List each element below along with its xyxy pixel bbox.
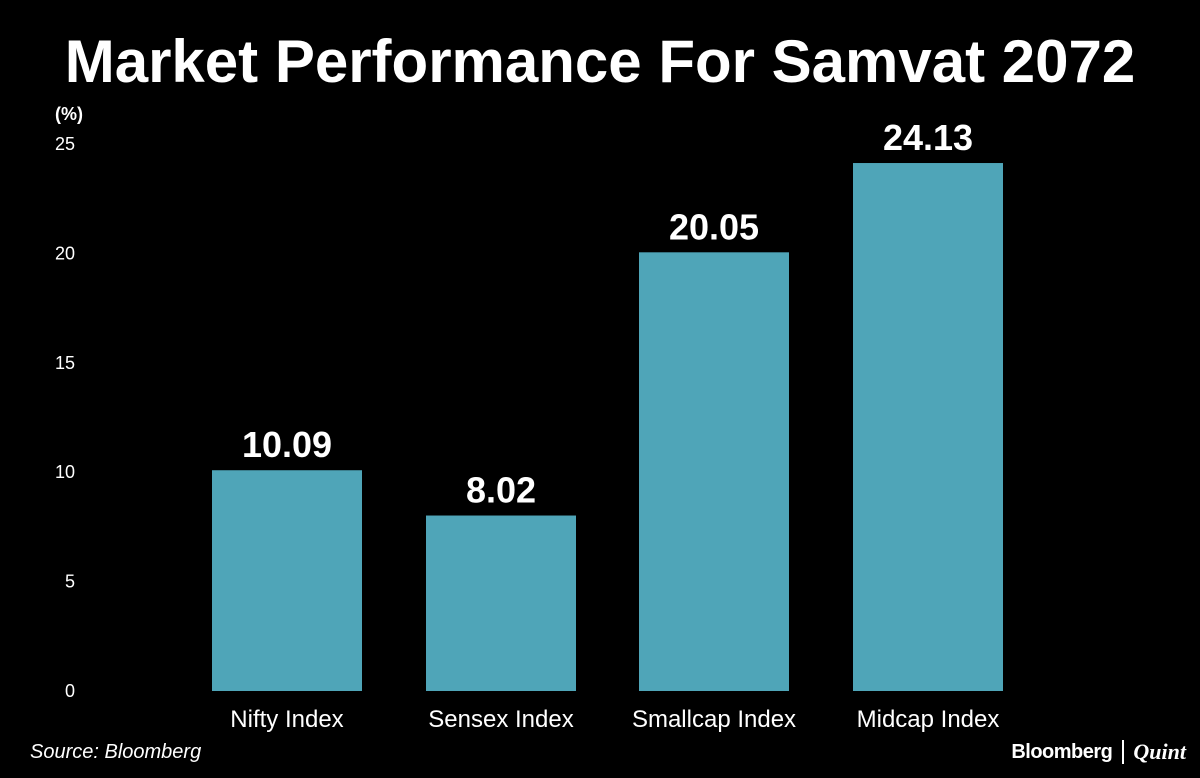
- x-axis: Nifty Index Sensex Index Smallcap Index Mid…: [230, 706, 999, 733]
- source-note: Source: Bloomberg: [30, 741, 202, 763]
- chart-title: Market Performance For Samvat 2072: [64, 28, 1136, 95]
- y-tick-label: 25: [55, 134, 75, 154]
- x-tick-label: Sensex Index: [428, 706, 573, 733]
- data-label: 20.05: [669, 206, 759, 247]
- y-tick-label: 5: [65, 572, 75, 592]
- x-tick-label: Midcap Index: [857, 706, 1000, 733]
- y-axis: (%) 0 5 10 15 20 25: [55, 104, 83, 701]
- x-tick-label: Nifty Index: [230, 706, 343, 733]
- bar: [639, 252, 789, 691]
- y-tick-label: 10: [55, 462, 75, 482]
- data-labels: 10.09 8.02 20.05 24.13: [242, 117, 973, 510]
- y-tick-label: 15: [55, 353, 75, 373]
- data-label: 8.02: [466, 470, 536, 511]
- brand-bloomberg: Bloomberg: [1011, 740, 1113, 763]
- bars: [212, 163, 1003, 692]
- x-tick-label: Smallcap Index: [632, 706, 796, 733]
- y-tick-label: 0: [65, 681, 75, 701]
- y-axis-label: (%): [55, 104, 83, 124]
- data-label: 24.13: [883, 117, 973, 158]
- y-tick-label: 20: [55, 243, 75, 263]
- bar: [426, 515, 576, 691]
- bar: [853, 163, 1003, 692]
- data-label: 10.09: [242, 424, 332, 465]
- brand-quint: Quint: [1133, 739, 1186, 764]
- brand-logo: Bloomberg Quint: [1011, 738, 1186, 766]
- brand-divider: [1122, 740, 1125, 764]
- bar: [212, 470, 362, 691]
